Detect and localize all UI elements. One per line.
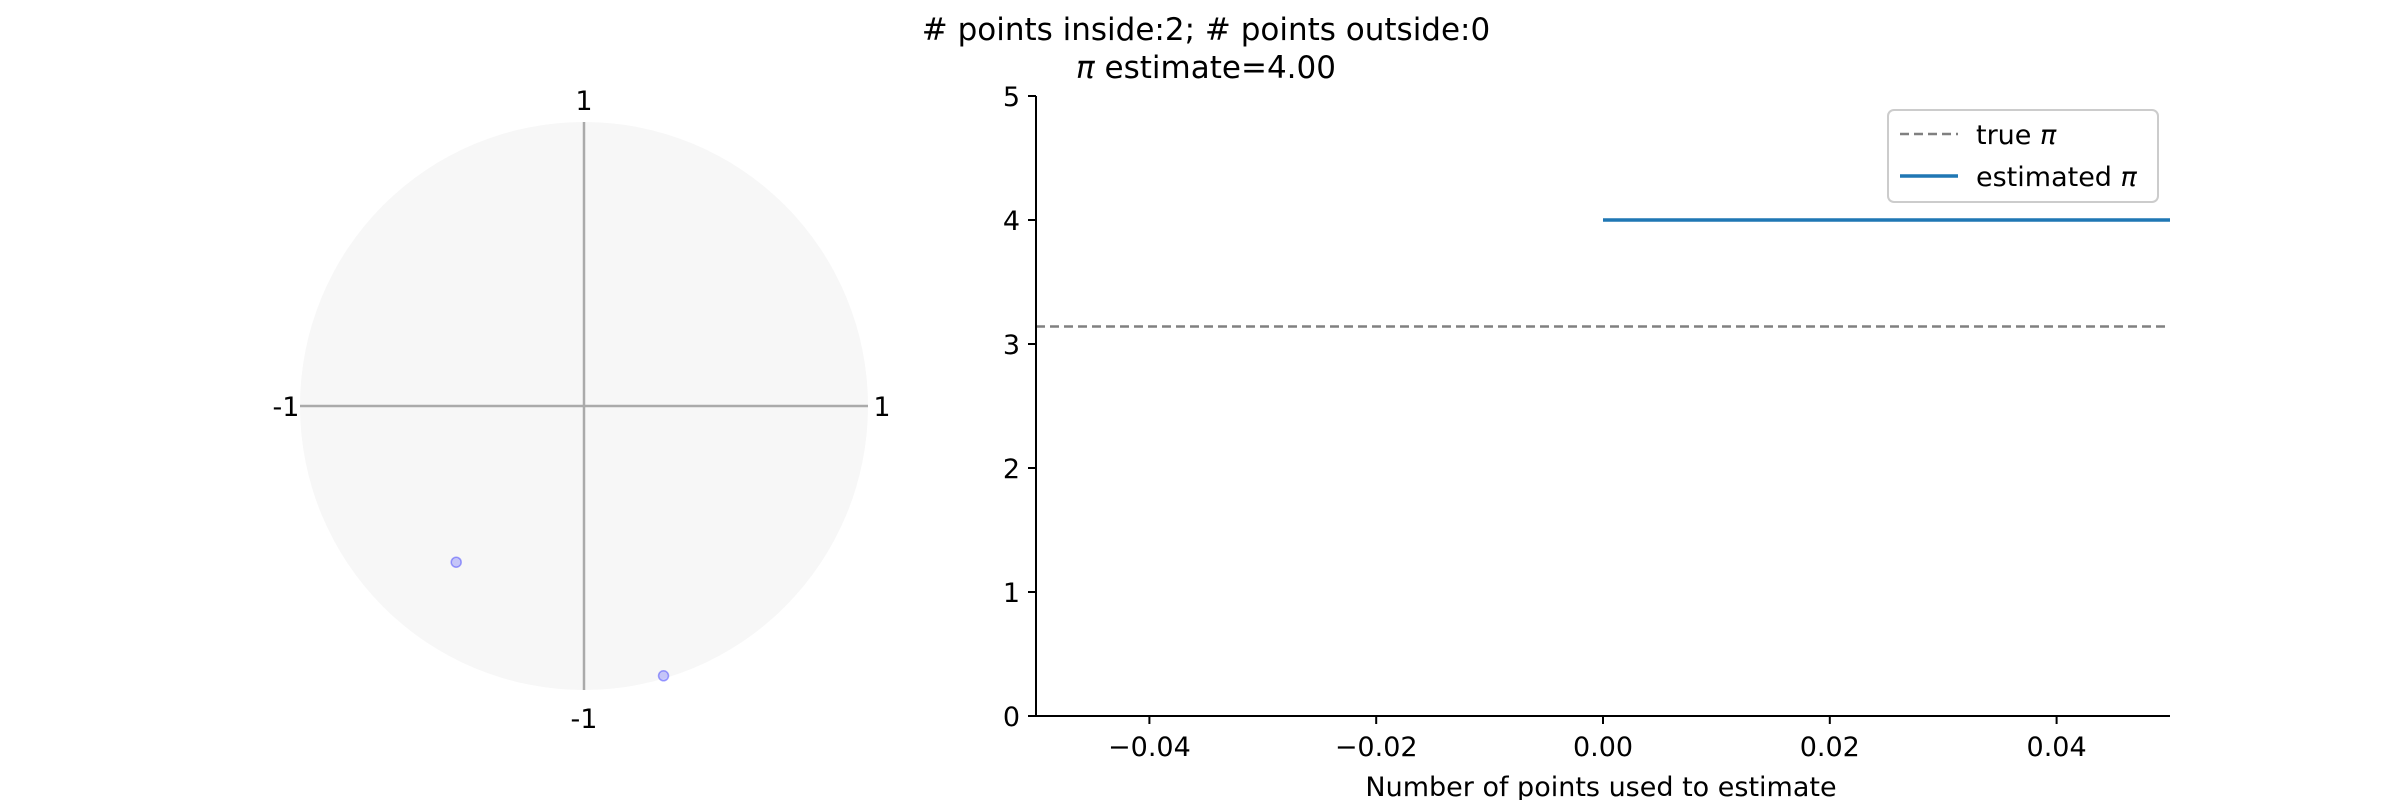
y-tick-label-2: 2 — [1003, 454, 1020, 485]
x-tick-label-0: −0.04 — [1108, 732, 1191, 763]
circle-x-tick-label-1: 1 — [873, 392, 890, 423]
x-tick-label-1: −0.02 — [1335, 732, 1418, 763]
legend: true π estimated π — [1887, 109, 2159, 203]
circle-panel: -1 1 1 -1 — [273, 86, 891, 735]
x-tick-label-3: 0.02 — [1800, 732, 1860, 763]
y-tick-label-3: 3 — [1003, 330, 1020, 361]
estimate-value: estimate=4.00 — [1095, 50, 1336, 86]
legend-box — [1887, 109, 2159, 203]
pi-symbol: π — [1076, 50, 1096, 86]
sample-point-inside — [450, 556, 462, 568]
legend-label-1: estimated π — [1976, 162, 2138, 193]
figure-title-line-2: π estimate=4.00 — [1076, 50, 1336, 86]
x-axis-label: Number of points used to estimate — [1365, 772, 1836, 800]
circle-y-tick-label-1: -1 — [571, 704, 598, 735]
x-tick-label-2: 0.00 — [1573, 732, 1633, 763]
estimate-panel: 0 1 2 3 4 5 −0.04 −0.02 0.00 0.02 0.04 Number of po… — [1003, 82, 2170, 800]
y-tick-label-4: 4 — [1003, 206, 1020, 237]
y-tick-label-5: 5 — [1003, 82, 1020, 113]
figure-title-line-1: # points inside:2; # points outside:0 — [922, 12, 1490, 48]
x-tick-label-4: 0.04 — [2027, 732, 2087, 763]
legend-label-0: true π — [1976, 120, 2057, 151]
circle-x-tick-label-0: -1 — [273, 392, 300, 423]
circle-y-tick-label-0: 1 — [575, 86, 592, 117]
sample-point-inside — [657, 670, 670, 682]
y-tick-label-0: 0 — [1003, 702, 1020, 733]
y-tick-label-1: 1 — [1003, 578, 1020, 609]
